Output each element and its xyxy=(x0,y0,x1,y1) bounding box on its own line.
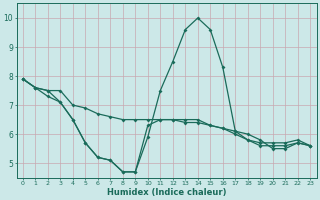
X-axis label: Humidex (Indice chaleur): Humidex (Indice chaleur) xyxy=(107,188,226,197)
